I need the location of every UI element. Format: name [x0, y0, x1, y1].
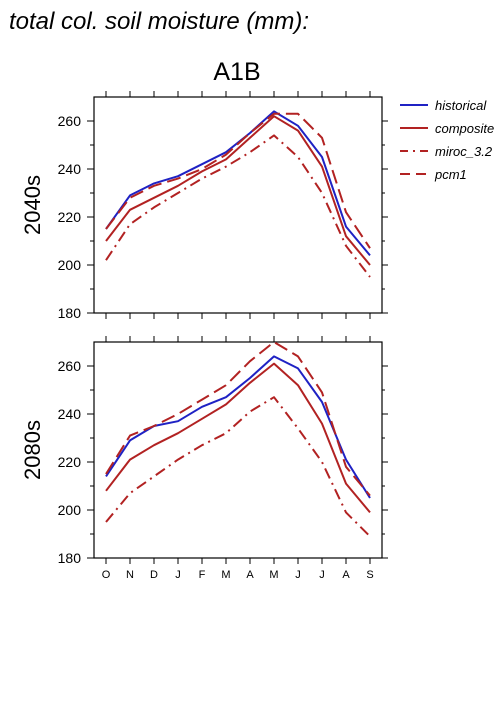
legend-item-miroc_3.2: miroc_3.2: [400, 144, 493, 159]
series-line-miroc_3.2: [105, 396, 371, 538]
legend: historical composite miroc_3.2 pcm1: [400, 98, 494, 182]
x-tick-label: A: [342, 569, 350, 581]
y-tick-label: 240: [58, 406, 82, 422]
legend-label: composite: [435, 121, 494, 136]
x-tick-label: A: [246, 569, 254, 581]
x-tick-label: S: [366, 569, 373, 581]
y-axis-label: 2040s: [20, 175, 45, 235]
chart-panel-2040s: 180 200 220 240 260 2040s: [20, 91, 388, 321]
chart-panels: 180 200 220 240 260 2040s 180 200 220 240 260 O N D J F…: [20, 91, 388, 581]
x-tick-label: F: [199, 569, 206, 581]
legend-item-historical: historical: [400, 98, 487, 113]
x-tick-label: N: [126, 569, 134, 581]
x-tick-label: J: [295, 569, 301, 581]
y-tick-label: 200: [58, 502, 82, 518]
y-tick-label: 200: [58, 257, 82, 273]
y-axis-label: 2080s: [20, 420, 45, 480]
x-tick-label: M: [221, 569, 230, 581]
series-line-pcm1: [105, 341, 371, 497]
figure-title: total col. soil moisture (mm):: [9, 8, 309, 35]
x-tick-label: J: [319, 569, 325, 581]
series-line-miroc_3.2: [105, 134, 371, 278]
series-line-historical: [105, 355, 371, 499]
x-tick-label: M: [269, 569, 278, 581]
scenario-label: A1B: [213, 58, 260, 86]
legend-label: historical: [435, 98, 487, 113]
plot-frame: [93, 341, 383, 559]
y-tick-label: 220: [58, 209, 82, 225]
chart-panel-2080s: 180 200 220 240 260 O N D J F M A M J J A S 2080s: [20, 336, 388, 581]
x-tick-label: D: [150, 569, 158, 581]
y-tick-label: 180: [58, 550, 82, 566]
legend-label: pcm1: [434, 167, 467, 182]
legend-item-pcm1: pcm1: [400, 167, 467, 182]
x-tick-label: O: [102, 569, 111, 581]
series-line-pcm1: [105, 112, 371, 249]
y-tick-label: 240: [58, 161, 82, 177]
series-line-composite: [105, 362, 371, 514]
series-line-historical: [105, 110, 371, 257]
plot-frame: [93, 96, 383, 314]
y-tick-label: 260: [58, 358, 82, 374]
y-tick-label: 220: [58, 454, 82, 470]
x-tick-label: J: [175, 569, 181, 581]
legend-label: miroc_3.2: [435, 144, 493, 159]
y-tick-label: 180: [58, 305, 82, 321]
legend-item-composite: composite: [400, 121, 494, 136]
y-tick-label: 260: [58, 113, 82, 129]
series-line-composite: [105, 115, 371, 266]
